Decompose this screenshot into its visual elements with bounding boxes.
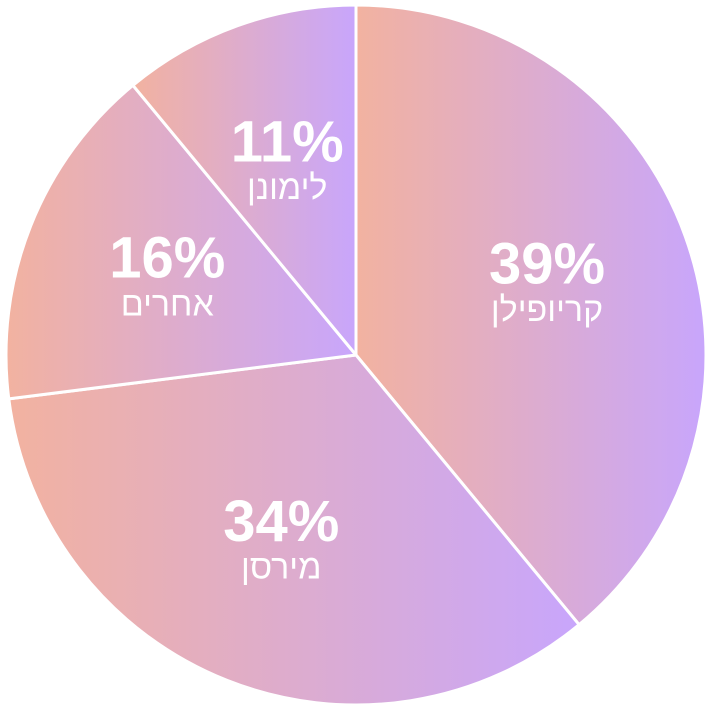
pie-slice [7,353,581,707]
slice-name-label: לימונן [247,169,327,207]
slice-value-label: 34% [223,489,339,554]
pie-slice [131,3,358,357]
slice-value-label: 39% [489,232,605,297]
slice-value-label: 11% [231,109,344,174]
slice-value-label: 16% [109,226,225,291]
slice-name-label: קריופילן [491,291,603,329]
slice-name-label: מירסן [241,549,321,587]
pie-slice [4,83,358,401]
pie-slice [354,3,708,627]
slice-name-label: אחרים [121,285,214,323]
